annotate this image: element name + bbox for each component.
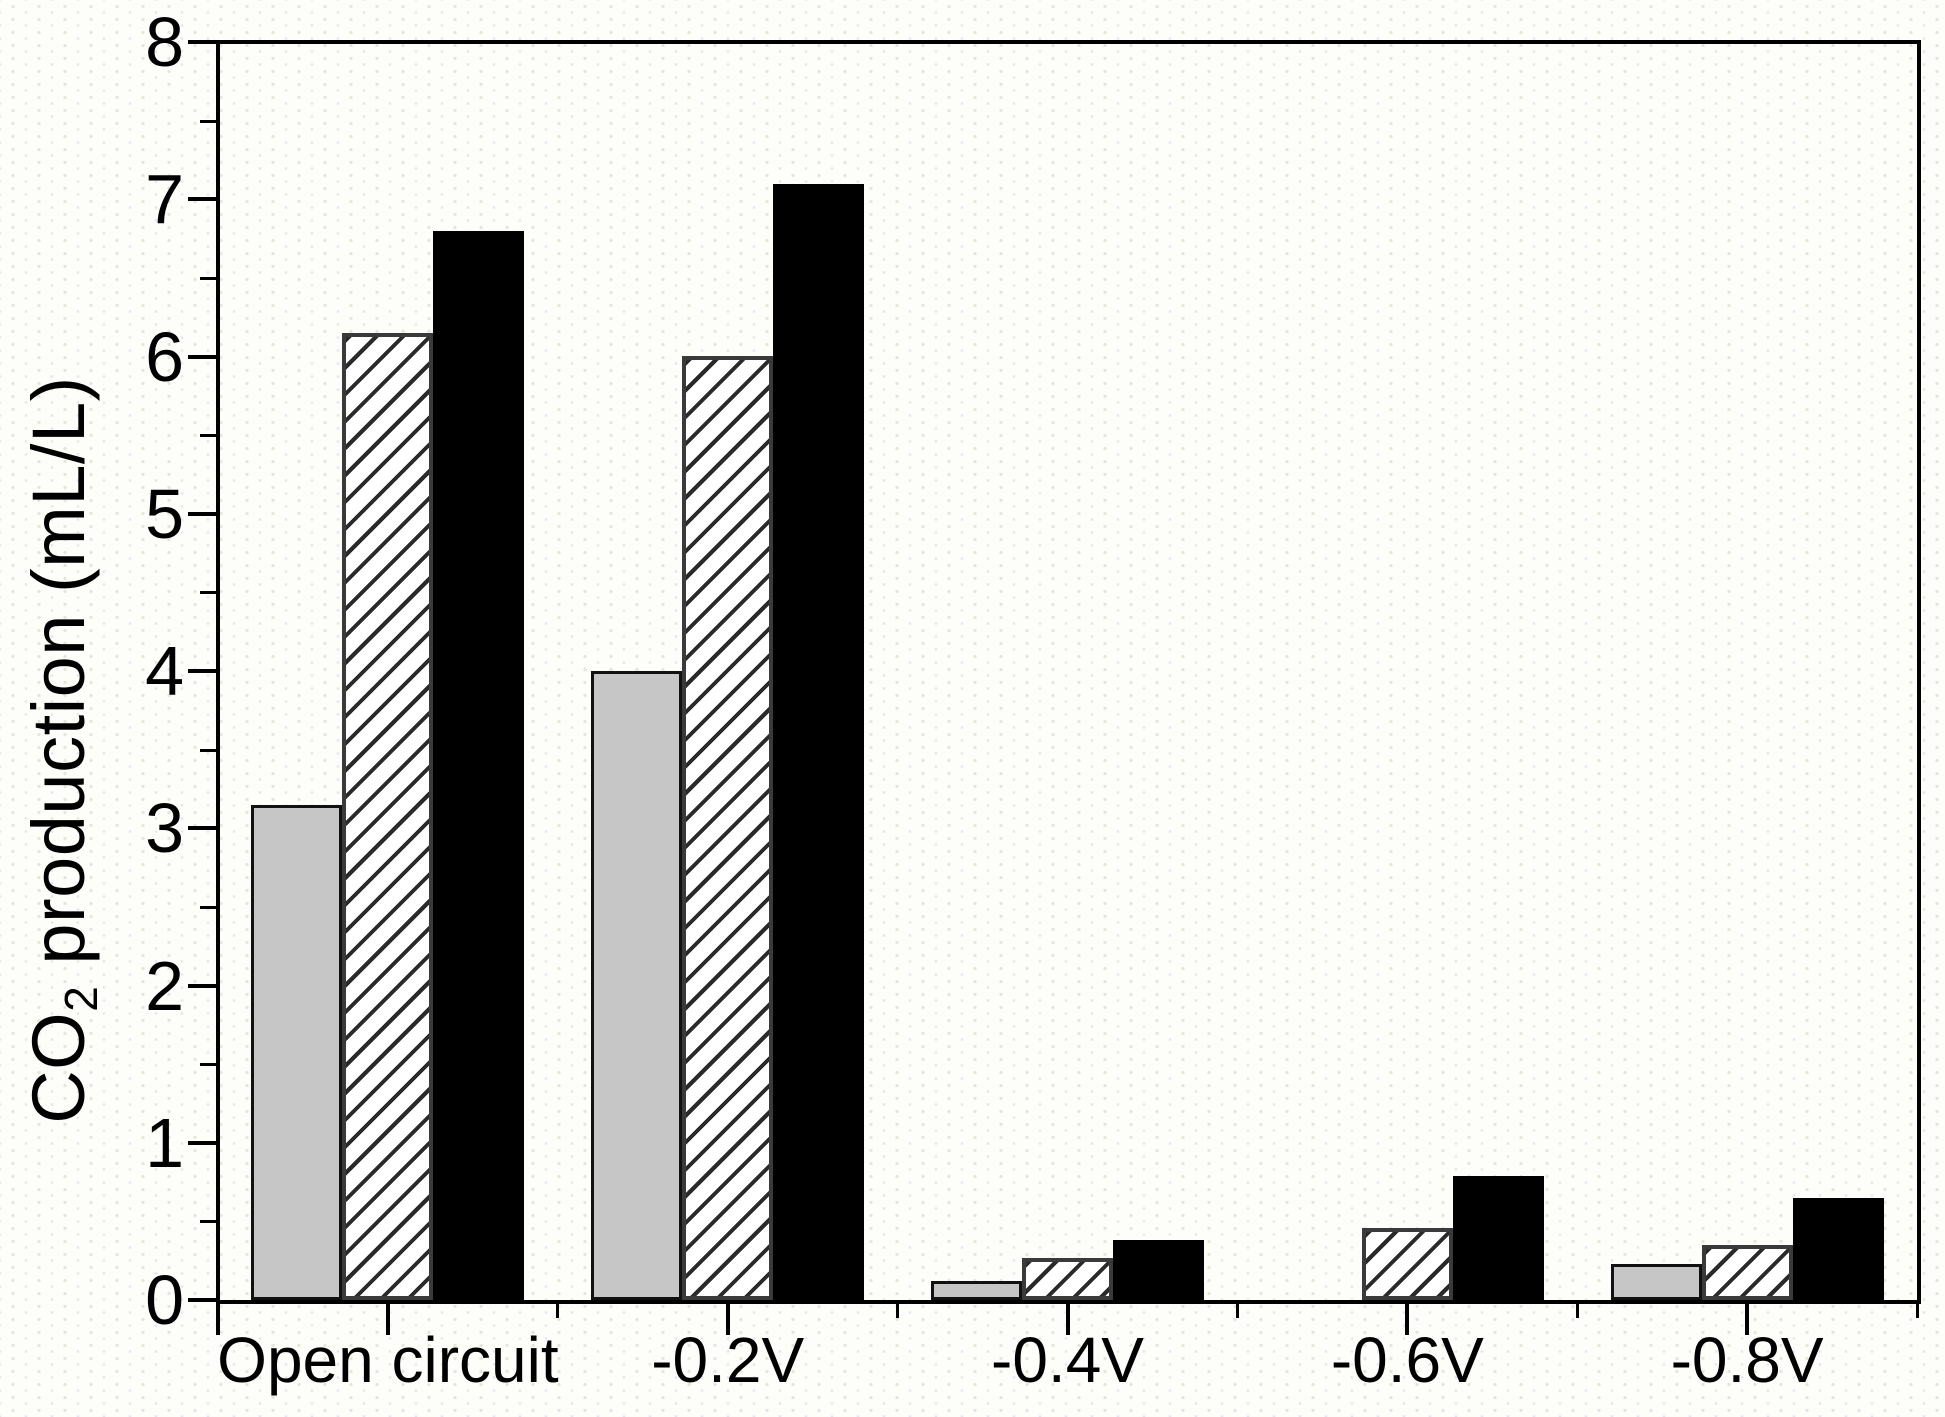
y-tick-label-4: 4: [145, 632, 184, 710]
bar-hatched-bar-0.2v: [682, 356, 773, 1300]
bar-gray-solid-bar-0.8v: [1611, 1264, 1702, 1300]
x-tick-label-0.2v: -0.2V: [651, 1324, 805, 1396]
y-major-tick-7: [188, 197, 216, 201]
y-tick-label-3: 3: [145, 789, 184, 867]
x-tick-label-0.6v: -0.6V: [1330, 1324, 1484, 1396]
x-minor-tick-4: [1575, 1303, 1579, 1318]
y-minor-tick-4.5: [200, 590, 216, 594]
x-major-tick-open-circuit: [385, 1303, 390, 1335]
x-minor-tick-5: [1915, 1303, 1919, 1318]
y-major-tick-6: [188, 355, 216, 359]
x-tick-label-open-circuit: Open circuit: [217, 1324, 559, 1396]
y-minor-tick-3.5: [200, 748, 216, 752]
bar-black-solid-bar-0.2v: [773, 184, 864, 1300]
x-axis-corner-tick: [216, 1303, 220, 1335]
bar-hatched-bar-0.4v: [1022, 1258, 1113, 1300]
y-major-tick-2: [188, 984, 216, 988]
y-tick-label-8: 8: [145, 3, 184, 81]
bar-gray-solid-bar-0.2v: [591, 671, 682, 1300]
bar-black-solid-bar-open-circuit: [433, 231, 524, 1300]
x-major-tick-0.6v: [1405, 1303, 1410, 1335]
y-minor-tick-7.5: [200, 119, 216, 123]
y-tick-label-6: 6: [145, 318, 184, 396]
y-minor-tick-0.5: [200, 1219, 216, 1223]
y-major-tick-3: [188, 826, 216, 830]
y-tick-label-5: 5: [145, 475, 184, 553]
y-tick-label-7: 7: [145, 160, 184, 238]
y-major-tick-0: [188, 1298, 216, 1302]
y-tick-label-0: 0: [145, 1261, 184, 1339]
y-major-tick-4: [188, 669, 216, 673]
bar-black-solid-bar-0.4v: [1113, 1240, 1204, 1300]
x-minor-tick-1: [556, 1303, 560, 1318]
y-major-tick-5: [188, 512, 216, 516]
x-major-tick-0.2v: [725, 1303, 730, 1335]
y-minor-tick-5.5: [200, 433, 216, 437]
bar-gray-solid-bar-0.4v: [931, 1281, 1022, 1300]
y-tick-label-1: 1: [145, 1104, 184, 1182]
y-major-tick-1: [188, 1141, 216, 1145]
x-minor-tick-2: [896, 1303, 900, 1318]
x-tick-label-0.8v: -0.8V: [1670, 1324, 1824, 1396]
y-minor-tick-6.5: [200, 276, 216, 280]
bar-black-solid-bar-0.8v: [1793, 1198, 1884, 1300]
y-major-tick-8: [188, 40, 216, 44]
y-minor-tick-1.5: [200, 1062, 216, 1066]
bar-hatched-bar-0.6v: [1362, 1228, 1453, 1300]
y-minor-tick-2.5: [200, 905, 216, 909]
bar-black-solid-bar-0.6v: [1453, 1176, 1544, 1300]
x-minor-tick-3: [1235, 1303, 1239, 1318]
x-tick-label-0.4v: -0.4V: [991, 1324, 1144, 1396]
x-major-tick-0.8v: [1745, 1303, 1750, 1335]
plot-area-frame: [216, 40, 1921, 1304]
bar-gray-solid-bar-open-circuit: [251, 805, 342, 1300]
y-tick-label-2: 2: [145, 947, 184, 1025]
bar-hatched-bar-0.8v: [1702, 1245, 1793, 1300]
bar-hatched-bar-open-circuit: [342, 333, 433, 1300]
x-major-tick-0.4v: [1065, 1303, 1070, 1335]
